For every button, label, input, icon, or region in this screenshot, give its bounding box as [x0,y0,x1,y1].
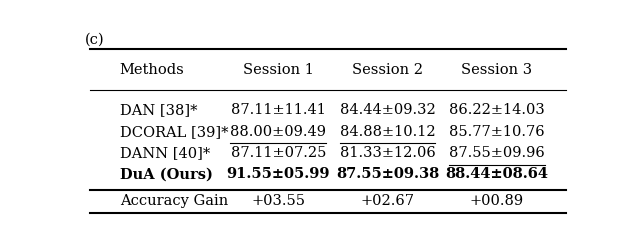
Text: 81.33±12.06: 81.33±12.06 [340,146,435,160]
Text: 87.55±09.38: 87.55±09.38 [336,167,439,182]
Text: Session 2: Session 2 [352,63,423,77]
Text: 84.88±10.12: 84.88±10.12 [340,125,435,139]
Text: DAN [38]*: DAN [38]* [120,103,197,117]
Text: 91.55±05.99: 91.55±05.99 [227,167,330,182]
Text: DuA (Ours): DuA (Ours) [120,167,212,182]
Text: Session 1: Session 1 [243,63,314,77]
Text: DANN [40]*: DANN [40]* [120,146,210,160]
Text: 84.44±09.32: 84.44±09.32 [340,103,435,117]
Text: 86.22±14.03: 86.22±14.03 [449,103,545,117]
Text: Session 3: Session 3 [461,63,532,77]
Text: +02.67: +02.67 [360,194,415,208]
Text: 87.11±07.25: 87.11±07.25 [230,146,326,160]
Text: (c): (c) [85,33,104,47]
Text: 85.77±10.76: 85.77±10.76 [449,125,545,139]
Text: +03.55: +03.55 [252,194,305,208]
Text: DCORAL [39]*: DCORAL [39]* [120,125,228,139]
Text: 88.44±08.64: 88.44±08.64 [445,167,548,182]
Text: 88.00±09.49: 88.00±09.49 [230,125,326,139]
Text: +00.89: +00.89 [470,194,524,208]
Text: Methods: Methods [120,63,184,77]
Text: Accuracy Gain: Accuracy Gain [120,194,228,208]
Text: 87.55±09.96: 87.55±09.96 [449,146,545,160]
Text: 87.11±11.41: 87.11±11.41 [231,103,326,117]
